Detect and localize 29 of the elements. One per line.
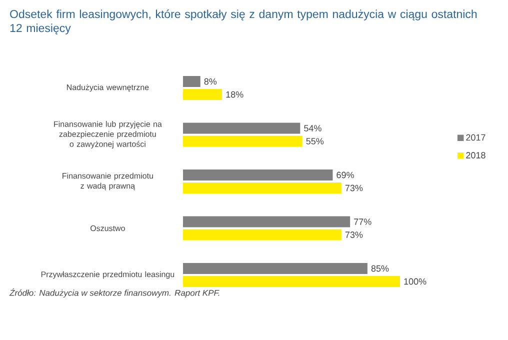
annotation: Źródło: Nadużycia w sektorze finansowym. Raport KPF. [9, 288, 220, 298]
bar [183, 136, 302, 147]
data-label: 100% [404, 278, 426, 285]
y-tick-label: Finansowanie lub przyjęcie na zabezpieczenie przedmiotu o zawyżonej wartości [54, 121, 162, 148]
data-label: 77% [354, 218, 372, 225]
bar [183, 76, 200, 87]
data-label: 69% [336, 172, 354, 178]
data-label: 8% [204, 78, 217, 85]
bar [183, 89, 222, 100]
bar [183, 122, 300, 134]
y-tick-label: Przywłaszczenie przedmiotu leasingu [41, 271, 174, 279]
bar [183, 229, 342, 240]
legend-label: 2017 [466, 134, 486, 141]
data-label: 73% [345, 232, 363, 238]
legend-label: 2018 [466, 152, 486, 158]
data-label: 18% [226, 91, 244, 98]
bar [183, 263, 368, 274]
y-tick-label: Finansowanie przedmiotu z wadą prawną [62, 172, 153, 190]
data-label: 85% [371, 265, 389, 272]
chart-title: Odsetek firm leasingowych, które spotkały się z danym typem nadużycia w ciągu ostatnich 12 miesięcy [10, 10, 477, 34]
data-label: 55% [306, 138, 324, 144]
bar [183, 170, 333, 180]
bar [183, 182, 342, 194]
data-label: 54% [304, 125, 322, 132]
bar [183, 216, 350, 228]
bar [183, 276, 400, 287]
y-tick-label: Nadużycia wewnętrzne [67, 84, 149, 92]
y-tick-label: Oszustwo [90, 225, 125, 232]
data-label: 73% [345, 184, 363, 192]
